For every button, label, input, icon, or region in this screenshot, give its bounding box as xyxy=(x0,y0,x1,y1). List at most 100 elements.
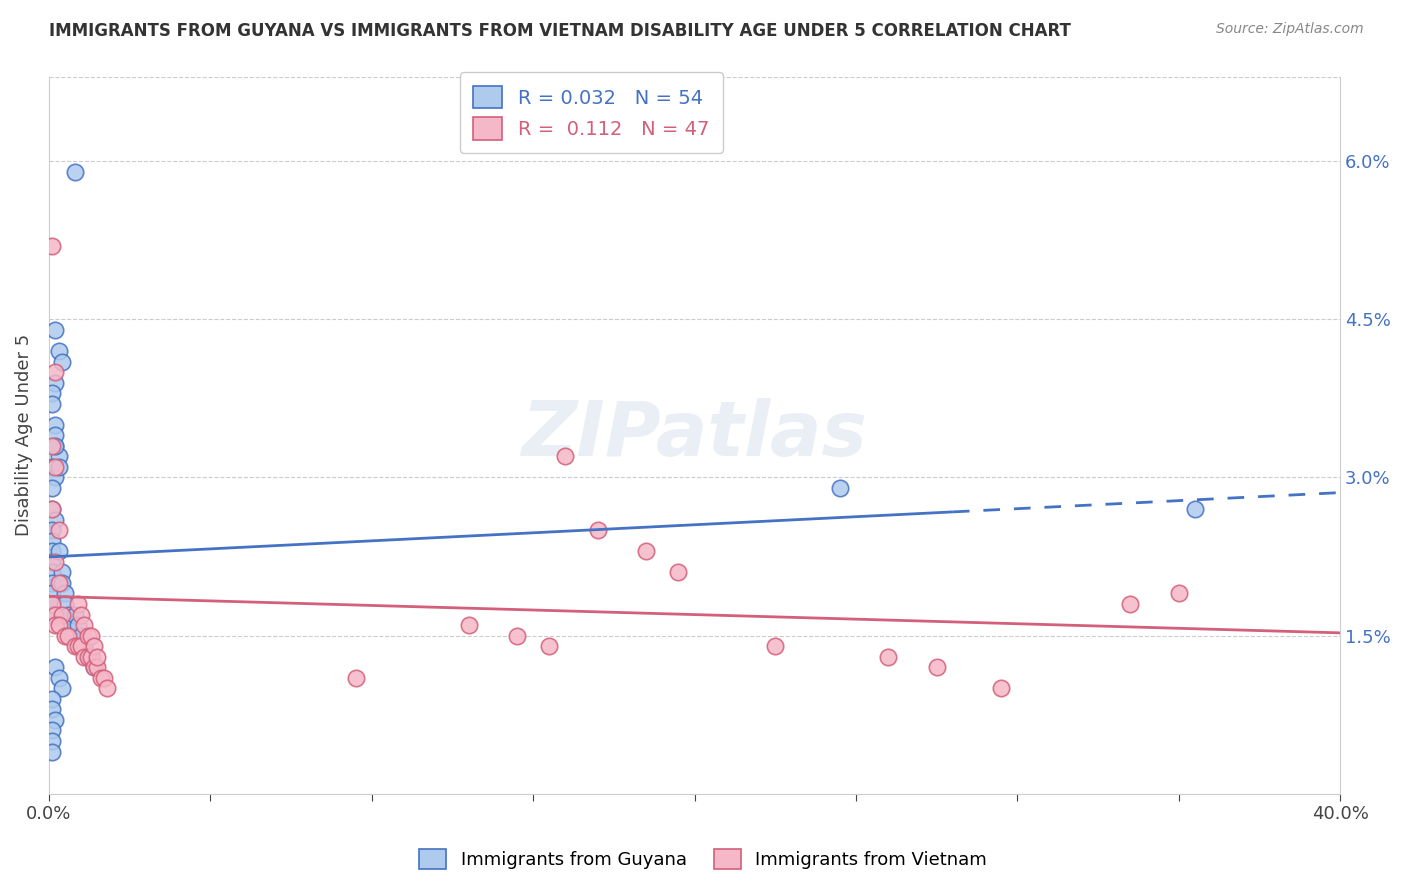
Point xyxy=(41,533,63,548)
Point xyxy=(41,734,63,748)
Point xyxy=(1184,502,1206,516)
Point xyxy=(48,523,70,537)
Point xyxy=(44,618,66,632)
Point xyxy=(51,354,73,368)
Point xyxy=(90,671,112,685)
Point xyxy=(41,386,63,401)
Point xyxy=(41,586,63,600)
Point xyxy=(41,597,63,611)
Point xyxy=(66,597,89,611)
Point xyxy=(636,544,658,558)
Point xyxy=(70,639,93,653)
Point xyxy=(41,607,63,622)
Point xyxy=(44,428,66,442)
Point xyxy=(76,649,98,664)
Point xyxy=(41,597,63,611)
Point xyxy=(53,597,76,611)
Point xyxy=(93,671,115,685)
Point xyxy=(41,575,63,590)
Point xyxy=(63,639,86,653)
Point xyxy=(41,555,63,569)
Point xyxy=(73,618,96,632)
Point xyxy=(344,671,367,685)
Point xyxy=(41,502,63,516)
Point xyxy=(44,660,66,674)
Point xyxy=(63,165,86,179)
Point xyxy=(66,639,89,653)
Point xyxy=(51,566,73,580)
Point xyxy=(63,607,86,622)
Point xyxy=(53,629,76,643)
Point xyxy=(44,459,66,474)
Point xyxy=(41,544,63,558)
Point xyxy=(506,629,529,643)
Point xyxy=(48,544,70,558)
Point xyxy=(70,629,93,643)
Point xyxy=(76,649,98,664)
Point xyxy=(41,459,63,474)
Point xyxy=(44,439,66,453)
Point xyxy=(925,660,948,674)
Point xyxy=(44,417,66,432)
Point xyxy=(41,238,63,252)
Point xyxy=(41,397,63,411)
Text: ZIPatlas: ZIPatlas xyxy=(522,399,868,473)
Point xyxy=(877,649,900,664)
Point xyxy=(86,660,108,674)
Point xyxy=(58,607,80,622)
Point xyxy=(70,607,93,622)
Point xyxy=(80,629,103,643)
Point xyxy=(73,639,96,653)
Point xyxy=(80,649,103,664)
Legend: Immigrants from Guyana, Immigrants from Vietnam: Immigrants from Guyana, Immigrants from … xyxy=(411,839,995,879)
Point xyxy=(60,629,83,643)
Point xyxy=(48,344,70,359)
Point xyxy=(41,502,63,516)
Point xyxy=(538,639,561,653)
Point xyxy=(44,376,66,390)
Point xyxy=(48,618,70,632)
Point xyxy=(48,450,70,464)
Text: IMMIGRANTS FROM GUYANA VS IMMIGRANTS FROM VIETNAM DISABILITY AGE UNDER 5 CORRELA: IMMIGRANTS FROM GUYANA VS IMMIGRANTS FRO… xyxy=(49,22,1071,40)
Point xyxy=(48,575,70,590)
Point xyxy=(41,523,63,537)
Point xyxy=(58,629,80,643)
Point xyxy=(44,513,66,527)
Point xyxy=(76,629,98,643)
Point xyxy=(44,607,66,622)
Point xyxy=(51,681,73,696)
Point xyxy=(763,639,786,653)
Point xyxy=(51,607,73,622)
Point xyxy=(44,470,66,484)
Point xyxy=(73,649,96,664)
Point xyxy=(554,450,576,464)
Point xyxy=(53,586,76,600)
Point xyxy=(44,713,66,727)
Point xyxy=(60,618,83,632)
Point xyxy=(44,365,66,379)
Y-axis label: Disability Age Under 5: Disability Age Under 5 xyxy=(15,334,32,536)
Point xyxy=(83,639,105,653)
Point xyxy=(48,671,70,685)
Point xyxy=(668,566,690,580)
Point xyxy=(41,723,63,738)
Point xyxy=(41,691,63,706)
Point xyxy=(83,660,105,674)
Point xyxy=(41,481,63,495)
Text: Source: ZipAtlas.com: Source: ZipAtlas.com xyxy=(1216,22,1364,37)
Point xyxy=(80,649,103,664)
Point xyxy=(41,702,63,716)
Legend: R = 0.032   N = 54, R =  0.112   N = 47: R = 0.032 N = 54, R = 0.112 N = 47 xyxy=(460,72,723,153)
Point xyxy=(44,555,66,569)
Point xyxy=(51,575,73,590)
Point xyxy=(44,323,66,337)
Point xyxy=(457,618,479,632)
Point xyxy=(66,618,89,632)
Point xyxy=(41,566,63,580)
Point xyxy=(96,681,118,696)
Point xyxy=(48,459,70,474)
Point xyxy=(41,745,63,759)
Point xyxy=(1167,586,1189,600)
Point xyxy=(586,523,609,537)
Point xyxy=(990,681,1012,696)
